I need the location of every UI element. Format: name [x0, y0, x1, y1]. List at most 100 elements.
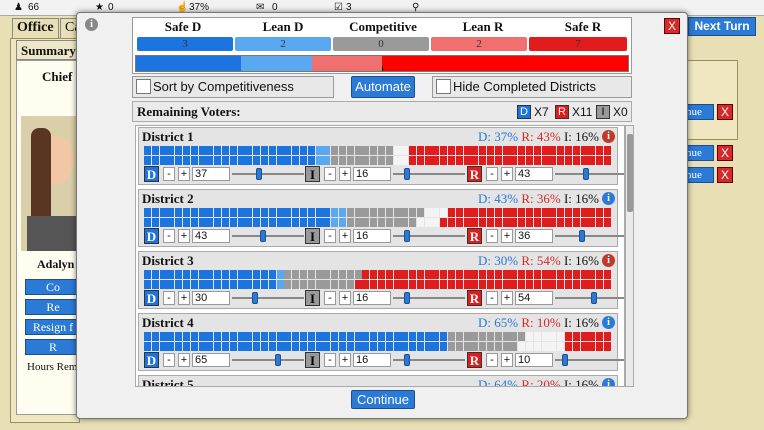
r-slider-handle[interactable]	[583, 168, 589, 180]
i-slider[interactable]	[393, 292, 465, 304]
r-voter-input[interactable]: 43	[515, 167, 553, 181]
close-icon[interactable]: X	[717, 167, 733, 183]
bg-button-1[interactable]: Co	[25, 279, 81, 295]
d-increment-button[interactable]: +	[178, 167, 190, 181]
i-voter-input[interactable]: 16	[353, 291, 391, 305]
i-slider[interactable]	[393, 230, 465, 242]
i-increment-button[interactable]: +	[339, 167, 351, 181]
voter-cell	[580, 218, 588, 227]
r-slider[interactable]	[555, 292, 624, 304]
voter-cell	[245, 146, 253, 155]
i-increment-button[interactable]: +	[339, 353, 351, 367]
d-voter-input[interactable]: 43	[192, 229, 230, 243]
i-slider-handle[interactable]	[404, 168, 410, 180]
i-voter-input[interactable]: 16	[353, 353, 391, 367]
voter-cell	[167, 208, 175, 217]
r-decrement-button[interactable]: -	[486, 353, 498, 367]
r-decrement-button[interactable]: -	[486, 291, 498, 305]
voter-cell	[455, 342, 463, 351]
r-decrement-button[interactable]: -	[486, 229, 498, 243]
d-voter-input[interactable]: 30	[192, 291, 230, 305]
d-decrement-button[interactable]: -	[163, 167, 175, 181]
r-decrement-button[interactable]: -	[486, 167, 498, 181]
r-increment-button[interactable]: +	[501, 229, 513, 243]
voter-cell	[151, 280, 159, 289]
i-voter-input[interactable]: 16	[353, 229, 391, 243]
d-slider[interactable]	[232, 292, 304, 304]
i-decrement-button[interactable]: -	[324, 229, 336, 243]
district-info-icon[interactable]: i	[602, 316, 615, 329]
approval-value: 37%	[189, 2, 210, 13]
info-icon[interactable]: i	[85, 18, 98, 31]
i-increment-button[interactable]: +	[339, 229, 351, 243]
voter-cell	[526, 342, 534, 351]
bg-button-2[interactable]: Re	[25, 299, 81, 315]
i-slider-handle[interactable]	[404, 354, 410, 366]
r-increment-button[interactable]: +	[501, 167, 513, 181]
continue-button[interactable]: Continue	[351, 390, 415, 409]
d-slider-handle[interactable]	[252, 292, 258, 304]
d-increment-button[interactable]: +	[178, 229, 190, 243]
i-decrement-button[interactable]: -	[324, 291, 336, 305]
voter-cell	[214, 342, 222, 351]
r-slider[interactable]	[555, 230, 624, 242]
r-voter-input[interactable]: 36	[515, 229, 553, 243]
close-icon[interactable]: X	[717, 104, 733, 120]
i-voter-input[interactable]: 16	[353, 167, 391, 181]
close-icon[interactable]: X	[717, 145, 733, 161]
r-voter-input[interactable]: 54	[515, 291, 553, 305]
voter-cell	[276, 208, 284, 217]
district-list[interactable]: District 1 D: 37% R: 43% I: 16% i D - + …	[135, 125, 625, 387]
d-voter-input[interactable]: 37	[192, 167, 230, 181]
bg-button-4[interactable]: R	[25, 339, 81, 355]
tab-summary[interactable]: Summary	[16, 40, 81, 60]
hide-completed-checkbox[interactable]: Hide Completed Districts	[432, 76, 632, 98]
d-slider-handle[interactable]	[275, 354, 281, 366]
r-slider-handle[interactable]	[562, 354, 568, 366]
i-slider[interactable]	[393, 354, 465, 366]
d-slider-handle[interactable]	[256, 168, 262, 180]
district-info-icon[interactable]: i	[602, 192, 615, 205]
tab-campaign[interactable]: Ca	[60, 18, 80, 38]
scrollbar[interactable]	[625, 125, 634, 387]
d-decrement-button[interactable]: -	[163, 229, 175, 243]
sort-competitiveness-checkbox[interactable]: Sort by Competitiveness	[132, 76, 334, 98]
voter-cell	[471, 270, 479, 279]
next-turn-button[interactable]: Next Turn	[688, 17, 756, 36]
d-decrement-button[interactable]: -	[163, 291, 175, 305]
i-increment-button[interactable]: +	[339, 291, 351, 305]
continue-button-bg-1[interactable]: inue	[680, 104, 714, 120]
scrollbar-thumb[interactable]	[627, 134, 633, 212]
i-slider-handle[interactable]	[404, 292, 410, 304]
voter-cell	[510, 156, 518, 165]
d-slider-handle[interactable]	[260, 230, 266, 242]
close-dialog-button[interactable]: X	[664, 18, 680, 34]
r-increment-button[interactable]: +	[501, 291, 513, 305]
i-decrement-button[interactable]: -	[324, 353, 336, 367]
r-slider-handle[interactable]	[579, 230, 585, 242]
d-slider[interactable]	[232, 230, 304, 242]
search-icon[interactable]: ⚲	[412, 2, 420, 13]
voter-cell	[292, 332, 300, 341]
i-slider-handle[interactable]	[404, 230, 410, 242]
r-slider[interactable]	[555, 354, 624, 366]
district-info-icon[interactable]: i	[602, 130, 615, 143]
resign-button[interactable]: Resign f	[25, 319, 81, 335]
district-info-icon[interactable]: i	[602, 254, 615, 267]
r-slider-handle[interactable]	[591, 292, 597, 304]
i-slider[interactable]	[393, 168, 465, 180]
d-increment-button[interactable]: +	[178, 353, 190, 367]
d-voter-input[interactable]: 65	[192, 353, 230, 367]
automate-button[interactable]: Automate	[351, 76, 415, 98]
r-increment-button[interactable]: +	[501, 353, 513, 367]
d-increment-button[interactable]: +	[178, 291, 190, 305]
d-slider[interactable]	[232, 354, 304, 366]
r-voter-input[interactable]: 10	[515, 353, 553, 367]
district-info-icon[interactable]: i	[602, 378, 615, 386]
i-decrement-button[interactable]: -	[324, 167, 336, 181]
voter-cell	[253, 208, 261, 217]
d-decrement-button[interactable]: -	[163, 353, 175, 367]
r-slider[interactable]	[555, 168, 624, 180]
d-slider[interactable]	[232, 168, 304, 180]
tab-office[interactable]: Office	[12, 18, 59, 38]
